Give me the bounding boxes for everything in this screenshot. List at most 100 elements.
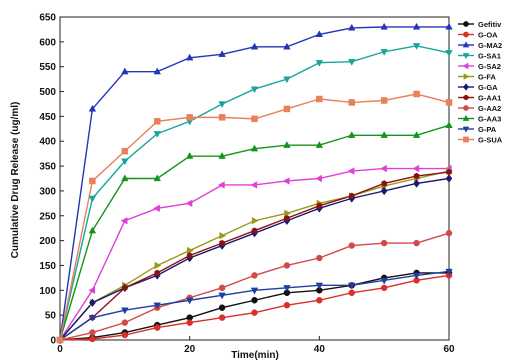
data-point-g-ma2 bbox=[380, 22, 388, 30]
data-point-g-oa bbox=[348, 289, 355, 297]
legend-marker-g-ma2 bbox=[462, 41, 470, 48]
x-tick-label: 60 bbox=[443, 344, 455, 355]
legend-label-g-pa: G-PA bbox=[478, 125, 497, 134]
data-point-g-sua bbox=[218, 114, 226, 121]
data-point-g-fa bbox=[187, 246, 194, 255]
legend-label-g-sa2: G-SA2 bbox=[478, 62, 501, 71]
data-point-g-oa bbox=[283, 301, 291, 309]
data-point-g-pa bbox=[88, 314, 97, 322]
data-point-g-sa1 bbox=[121, 158, 129, 166]
data-point-g-aa3 bbox=[153, 174, 161, 182]
data-point-g-pa bbox=[348, 282, 356, 290]
data-point-g-sa1 bbox=[218, 101, 226, 109]
x-tick-label: 0 bbox=[57, 344, 63, 355]
data-point-g-sua bbox=[348, 99, 355, 106]
legend-marker-g-sa2 bbox=[462, 62, 469, 70]
data-point-g-aa2 bbox=[251, 272, 258, 279]
y-tick-label: 400 bbox=[39, 137, 56, 148]
series-line-g-oa bbox=[59, 274, 450, 341]
data-point-g-sua bbox=[154, 118, 161, 125]
legend-marker-gefitiv bbox=[463, 21, 469, 27]
data-point-g-pa bbox=[412, 272, 421, 280]
data-point-g-oa bbox=[154, 324, 161, 331]
legend-label-g-aa1: G-AA1 bbox=[478, 94, 501, 103]
data-point-g-sa1 bbox=[88, 195, 97, 203]
legend-marker-g-aa1 bbox=[463, 94, 469, 101]
data-point-g-aa3 bbox=[218, 152, 226, 159]
y-tick-label: 200 bbox=[39, 236, 56, 247]
data-point-g-ga bbox=[89, 298, 96, 308]
legend-marker-g-fa bbox=[463, 73, 470, 80]
data-point-g-pa bbox=[315, 282, 324, 290]
data-point-g-aa1 bbox=[413, 172, 420, 180]
data-point-g-oa bbox=[316, 296, 323, 304]
data-point-g-aa3 bbox=[185, 152, 194, 159]
data-point-g-aa3 bbox=[445, 121, 453, 128]
x-axis-title: Time(min) bbox=[231, 350, 279, 361]
data-point-g-oa bbox=[121, 331, 129, 339]
data-point-g-aa2 bbox=[380, 239, 388, 247]
data-point-g-sa2 bbox=[250, 181, 258, 189]
legend-marker-g-sa1 bbox=[462, 53, 470, 60]
legend: GefitivG-OAG-MA2G-SA1G-SA2G-FAG-GAG-AA1G… bbox=[458, 20, 503, 145]
data-point-g-ma2 bbox=[445, 22, 453, 30]
data-point-g-pa bbox=[445, 268, 453, 276]
data-point-g-pa bbox=[283, 285, 291, 292]
data-point-g-ma2 bbox=[250, 42, 259, 50]
data-point-g-pa bbox=[380, 277, 388, 285]
data-point-g-ma2 bbox=[315, 30, 324, 38]
data-point-g-sua bbox=[89, 177, 96, 185]
data-point-g-fa bbox=[251, 217, 259, 225]
data-point-g-ma2 bbox=[88, 104, 97, 112]
data-point-g-sua bbox=[380, 97, 388, 104]
data-point-g-ma2 bbox=[218, 50, 226, 57]
data-point-g-aa2 bbox=[348, 242, 355, 249]
data-point-g-aa1 bbox=[154, 269, 161, 277]
data-point-g-aa2 bbox=[89, 329, 96, 336]
legend-marker-g-aa2 bbox=[463, 105, 469, 111]
data-point-g-sa1 bbox=[412, 43, 421, 50]
data-point-g-sa2 bbox=[347, 167, 355, 175]
y-tick-label: 500 bbox=[39, 87, 56, 98]
data-point-g-aa1 bbox=[186, 252, 193, 259]
series-line-g-pa bbox=[59, 270, 450, 341]
data-point-g-aa1 bbox=[316, 202, 323, 210]
data-point-g-aa1 bbox=[251, 227, 258, 234]
data-point-g-ma2 bbox=[153, 67, 161, 75]
data-point-g-sua bbox=[251, 115, 258, 123]
data-point-g-sa2 bbox=[120, 217, 128, 225]
data-point-g-oa bbox=[218, 314, 226, 321]
data-point-g-sa1 bbox=[380, 49, 388, 56]
data-point-g-aa3 bbox=[380, 131, 388, 138]
data-point-g-aa2 bbox=[283, 262, 291, 269]
data-point-g-sa2 bbox=[153, 204, 160, 213]
y-tick-label: 0 bbox=[50, 336, 56, 347]
data-point-g-aa1 bbox=[446, 168, 452, 176]
legend-label-g-aa3: G-AA3 bbox=[478, 115, 501, 124]
data-point-g-fa bbox=[219, 231, 227, 240]
series-line-gefitiv bbox=[59, 272, 449, 341]
data-point-g-aa1 bbox=[219, 239, 225, 247]
data-point-g-sua bbox=[283, 105, 291, 113]
y-tick-label: 150 bbox=[39, 261, 56, 272]
y-tick-label: 250 bbox=[39, 211, 56, 222]
data-point-g-pa bbox=[153, 302, 161, 310]
data-point-g-ma2 bbox=[121, 67, 129, 75]
y-tick-label: 100 bbox=[39, 286, 56, 297]
legend-marker-g-sua bbox=[463, 136, 469, 143]
data-point-g-sua bbox=[316, 95, 323, 103]
legend-label-g-sua: G-SUA bbox=[478, 136, 503, 145]
axes: 0 50 100 150 200 250 300 350 400 450 500 550 600 650 0… bbox=[39, 13, 455, 356]
data-point-g-aa3 bbox=[283, 141, 291, 148]
data-point-gefitiv bbox=[218, 304, 226, 311]
data-point-g-pa bbox=[185, 297, 194, 305]
data-point-g-sa2 bbox=[282, 177, 290, 185]
data-point-g-aa2 bbox=[218, 284, 226, 292]
data-point-g-aa2 bbox=[445, 229, 453, 237]
data-point-g-sua bbox=[56, 336, 64, 344]
data-point-g-ga bbox=[413, 179, 420, 188]
y-tick-label: 450 bbox=[39, 112, 56, 123]
legend-label-g-sa1: G-SA1 bbox=[478, 52, 501, 61]
legend-marker-g-pa bbox=[462, 126, 470, 133]
